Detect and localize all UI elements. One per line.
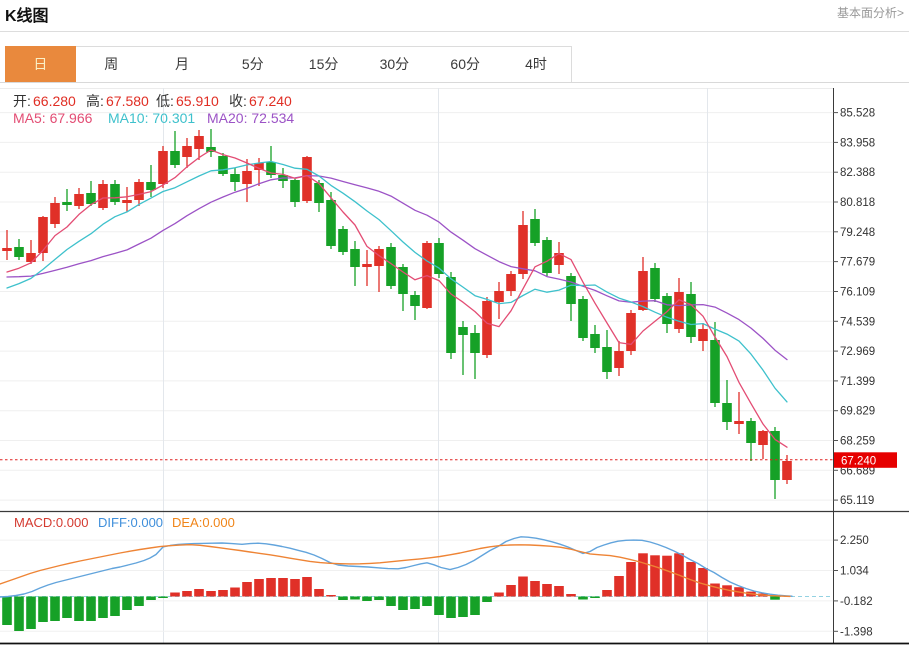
svg-text:MA5: 67.966: MA5: 67.966 [13, 110, 93, 126]
svg-text:收:: 收: [229, 93, 247, 109]
svg-text:2.250: 2.250 [840, 535, 869, 547]
svg-text:67.580: 67.580 [106, 93, 149, 109]
svg-text:67.240: 67.240 [841, 455, 876, 467]
svg-text:77.679: 77.679 [840, 257, 875, 269]
svg-text:79.248: 79.248 [840, 227, 875, 239]
svg-text:72.969: 72.969 [840, 346, 875, 358]
svg-text:DIFF:0.000: DIFF:0.000 [98, 515, 163, 530]
svg-text:80.818: 80.818 [840, 197, 875, 209]
svg-text:65.910: 65.910 [176, 93, 219, 109]
svg-text:83.958: 83.958 [840, 137, 875, 149]
svg-text:-0.182: -0.182 [840, 596, 873, 608]
svg-text:76.109: 76.109 [840, 287, 875, 299]
svg-text:MA10: 70.301: MA10: 70.301 [108, 110, 195, 126]
svg-text:74.539: 74.539 [840, 316, 875, 328]
svg-text:高:: 高: [86, 93, 104, 109]
svg-text:82.388: 82.388 [840, 167, 875, 179]
svg-text:69.829: 69.829 [840, 406, 875, 418]
svg-text:低:: 低: [156, 93, 174, 109]
svg-text:-1.398: -1.398 [840, 626, 873, 638]
svg-text:68.259: 68.259 [840, 436, 875, 448]
svg-text:66.689: 66.689 [840, 465, 875, 477]
svg-text:MA20: 72.534: MA20: 72.534 [207, 110, 294, 126]
svg-text:DEA:0.000: DEA:0.000 [172, 515, 235, 530]
svg-text:67.240: 67.240 [249, 93, 292, 109]
svg-text:MACD:0.000: MACD:0.000 [14, 515, 88, 530]
svg-text:1.034: 1.034 [840, 566, 869, 578]
svg-text:71.399: 71.399 [840, 376, 875, 388]
svg-text:66.280: 66.280 [33, 93, 76, 109]
svg-text:开:: 开: [13, 93, 31, 109]
svg-text:65.119: 65.119 [840, 495, 874, 507]
svg-text:85.528: 85.528 [840, 108, 875, 120]
